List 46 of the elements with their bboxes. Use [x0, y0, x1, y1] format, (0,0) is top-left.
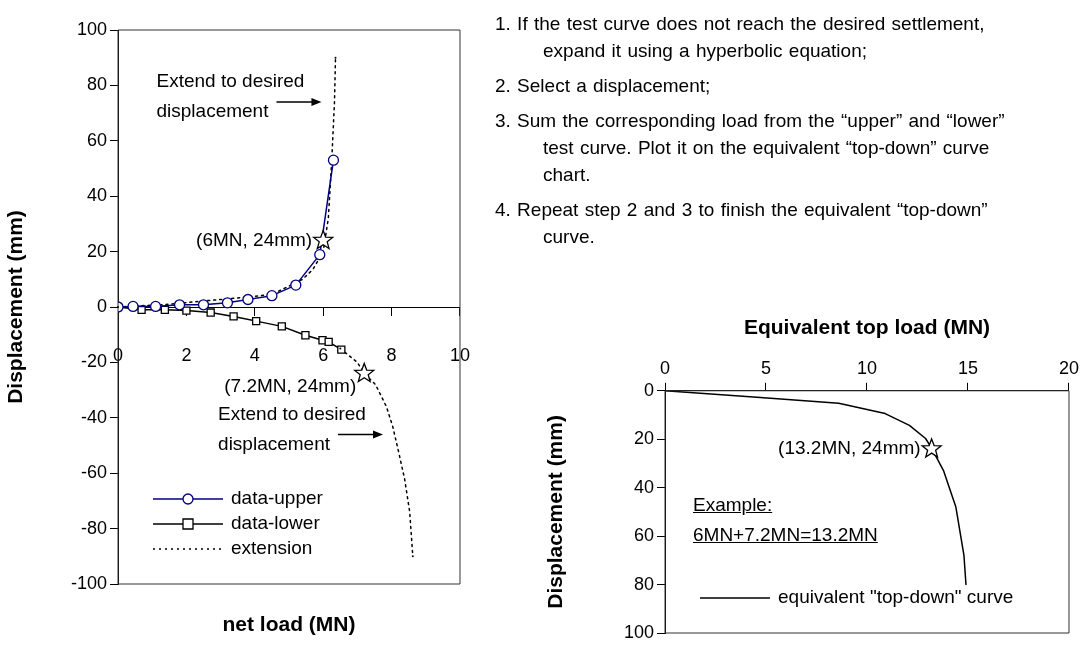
x-tick-label: 4 — [249, 344, 260, 365]
text: 2. Select a displacement; — [495, 74, 712, 98]
y-tick-label: 20 — [633, 428, 654, 449]
x-tick-label: 15 — [957, 357, 979, 378]
annotation: Extend to desired displacement — [218, 402, 366, 454]
text: 1. If the test curve does not reach the desired settlement, expand it using a hyperbolic equation; — [495, 12, 986, 63]
annotation: 6MN+7.2MN=13.2MN — [693, 523, 878, 547]
annotation: (7.2MN, 24mm) — [224, 375, 357, 397]
y-axis-title: Displacement (mm) — [543, 415, 567, 609]
legend-label: equivalent "top-down" curve — [778, 586, 1014, 608]
x-tick-label: 8 — [386, 344, 397, 365]
y-tick-label: -60 — [80, 462, 107, 483]
y-tick-label: -40 — [80, 406, 107, 427]
x-tick-label: 2 — [181, 344, 192, 365]
text: 4. Repeat step 2 and 3 to finish the equivalent “top-down” curve. — [495, 198, 989, 249]
y-tick-label: 20 — [86, 240, 107, 261]
x-axis-title: net load (MN) — [222, 611, 356, 635]
x-tick-label: 6 — [318, 344, 329, 365]
x-tick-label: 20 — [1058, 357, 1079, 378]
x-tick-label: 0 — [659, 357, 671, 378]
y-tick-label: 60 — [633, 525, 654, 546]
y-tick-label: 40 — [86, 185, 107, 206]
legend-label: extension — [231, 537, 313, 559]
y-tick-label: 80 — [633, 573, 654, 594]
y-tick-label: 40 — [633, 476, 654, 497]
y-tick-label: 0 — [96, 295, 107, 316]
text: 3. Sum the corresponding load from the “upper” and “lower” test curve. Plot it on the equivalent “top-down” curve chart. — [495, 109, 1006, 187]
y-tick-label: 100 — [76, 18, 107, 39]
annotation: Extend to desired displacement — [156, 70, 305, 122]
y-tick-label: 100 — [623, 621, 654, 642]
y-tick-label: 80 — [86, 74, 107, 95]
y-tick-label: 0 — [643, 379, 654, 400]
y-tick-label: 60 — [86, 129, 107, 150]
y-axis-title: Displacement (mm) — [3, 210, 27, 404]
legend-label: data-upper — [231, 487, 324, 509]
x-tick-label: 10 — [449, 344, 470, 365]
annotation: (6MN, 24mm) — [196, 228, 313, 250]
y-tick-label: -20 — [80, 351, 107, 372]
x-axis-title: Equivalent top load (MN) — [743, 315, 991, 339]
y-tick-label: -100 — [70, 572, 107, 593]
legend-label: data-lower — [231, 512, 321, 534]
y-tick-label: -80 — [80, 517, 107, 538]
annotation: Example: — [693, 493, 774, 517]
annotation: (13.2MN, 24mm) — [778, 437, 921, 459]
x-tick-label: 10 — [856, 357, 878, 378]
x-tick-label: 5 — [760, 357, 772, 378]
